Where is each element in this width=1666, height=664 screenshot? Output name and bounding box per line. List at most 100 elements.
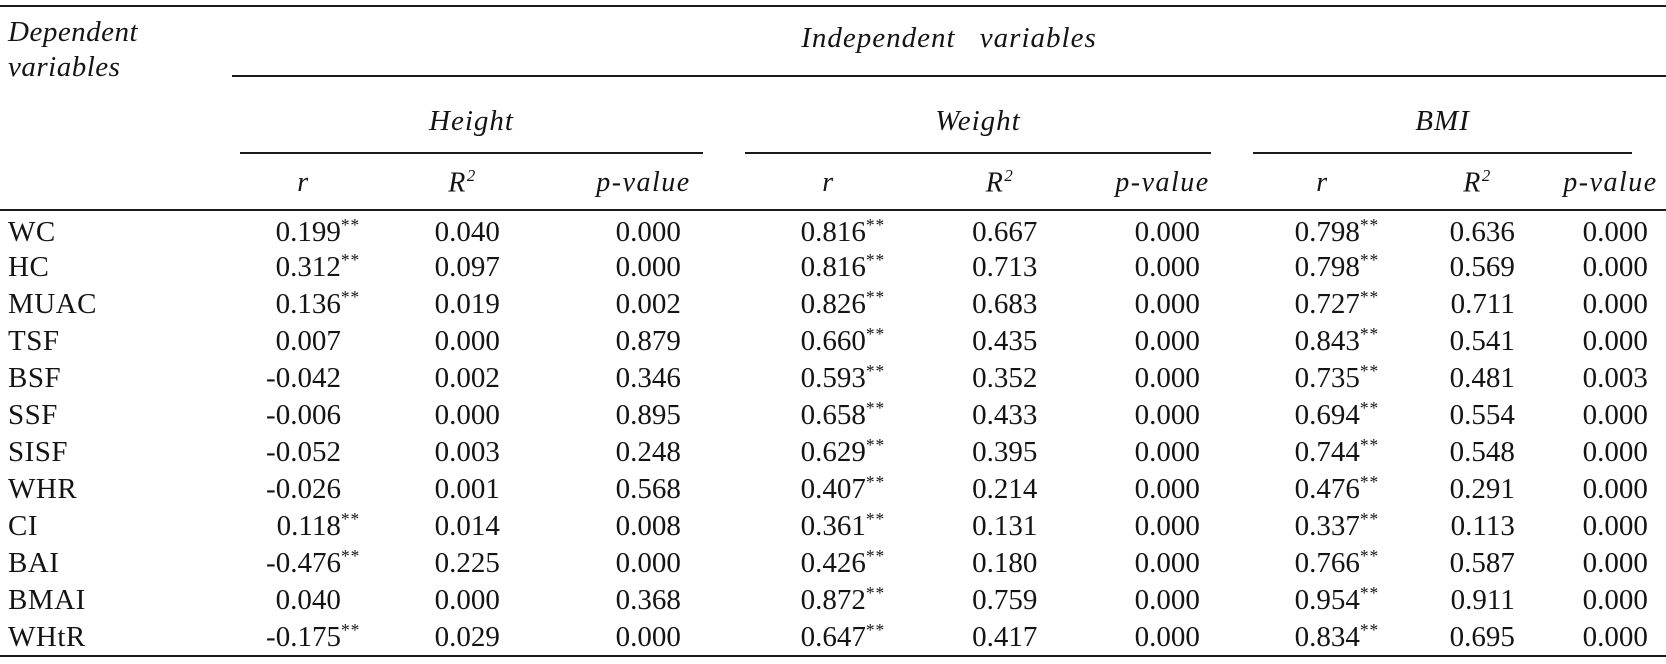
- value-cell: 0.711: [1450, 288, 1515, 320]
- value-cell: 0.872**: [800, 583, 886, 616]
- subcolumn-header-weight-r2: R2: [920, 154, 1080, 211]
- value-cell: 0.000: [1582, 620, 1648, 653]
- value-cell: 0.554: [1449, 399, 1515, 431]
- value-cell: 0.000: [1134, 399, 1200, 431]
- value-cell: 0.636: [1449, 216, 1515, 248]
- table-row-wc: WC 0.199** 0.040 0.000 0.816** 0.667 0.000 0.79…: [0, 210, 1666, 249]
- table-row-tsf: TSF 0.007 0.000 0.879 0.660** 0.435 0.000 0.843…: [0, 323, 1666, 360]
- value-cell: 0.541: [1449, 325, 1515, 357]
- value-cell: 0.816**: [800, 250, 886, 283]
- group-label: Weight: [935, 105, 1021, 137]
- value-cell: 0.000: [1134, 362, 1200, 394]
- value-cell: 0.000: [1134, 216, 1200, 248]
- row-label: WC: [8, 216, 56, 248]
- value-cell: 0.225: [434, 547, 500, 579]
- row-label: BAI: [8, 547, 60, 579]
- value-cell: 0.695: [1449, 620, 1515, 653]
- group-header-weight: Weight: [737, 76, 1245, 154]
- value-cell: 0.395: [972, 436, 1038, 468]
- value-cell: 0.113: [1450, 510, 1515, 542]
- value-cell: 0.029: [434, 620, 500, 653]
- value-cell: 0.000: [434, 399, 500, 431]
- value-cell: -0.006: [266, 399, 341, 431]
- value-cell: 0.759: [972, 584, 1038, 616]
- value-cell: 0.368: [615, 584, 681, 616]
- value-cell: 0.002: [615, 288, 681, 320]
- value-cell: 0.000: [434, 584, 500, 616]
- value-cell: 0.248: [615, 436, 681, 468]
- value-cell: 0.834**: [1294, 619, 1380, 653]
- table-row-sisf: SISF -0.052 0.003 0.248 0.629** 0.395 0.000 0.7…: [0, 434, 1666, 471]
- value-cell: 0.433: [972, 399, 1038, 431]
- value-cell: 0.548: [1449, 436, 1515, 468]
- value-cell: 0.000: [1134, 547, 1200, 579]
- value-cell: 0.352: [972, 362, 1038, 394]
- value-cell: 0.000: [434, 325, 500, 357]
- independent-variables-label: Independent variables: [801, 21, 1097, 54]
- value-cell: 0.000: [615, 620, 681, 653]
- table-row-ssf: SSF -0.006 0.000 0.895 0.658** 0.433 0.000 0.69…: [0, 397, 1666, 434]
- value-cell: 0.647**: [800, 619, 886, 653]
- row-label: BMAI: [8, 584, 86, 616]
- value-cell: 0.000: [1582, 584, 1648, 616]
- value-cell: 0.000: [1134, 251, 1200, 283]
- subcolumn-header-bmi-p-value: p-value: [1555, 154, 1666, 211]
- table-row-ci: CI 0.118** 0.014 0.008 0.361** 0.131 0.000 0.33…: [0, 508, 1666, 545]
- value-cell: 0.426**: [800, 546, 886, 579]
- row-label: WHR: [8, 473, 78, 505]
- value-cell: 0.000: [1582, 288, 1648, 320]
- value-cell: 0.000: [1582, 399, 1648, 431]
- value-cell: 0.879: [615, 325, 681, 357]
- value-cell: 0.895: [615, 399, 681, 431]
- row-label: WHtR: [8, 620, 86, 653]
- value-cell: 0.000: [615, 216, 681, 248]
- value-cell: 0.000: [1582, 251, 1648, 283]
- value-cell: 0.000: [1582, 510, 1648, 542]
- group-header-height: Height: [232, 76, 737, 154]
- row-label: TSF: [8, 325, 60, 357]
- value-cell: 0.000: [615, 547, 681, 579]
- value-cell: 0.000: [1582, 325, 1648, 357]
- value-cell: 0.097: [434, 251, 500, 283]
- value-cell: 0.683: [972, 288, 1038, 320]
- subcolumn-header-bmi-r2: R2: [1400, 154, 1555, 211]
- value-cell: -0.052: [266, 436, 341, 468]
- value-cell: 0.667: [972, 216, 1038, 248]
- value-cell: 0.407**: [800, 472, 886, 505]
- correlation-table: Dependent variables Independent variable…: [0, 5, 1666, 657]
- subcolumn-header-weight-r: r: [737, 154, 920, 211]
- group-label: Height: [429, 105, 514, 137]
- value-cell: 0.040: [275, 584, 341, 616]
- value-cell: 0.000: [615, 251, 681, 283]
- value-cell: 0.131: [972, 510, 1038, 542]
- value-cell: 0.361**: [800, 509, 886, 542]
- value-cell: 0.000: [1582, 216, 1648, 248]
- value-cell: 0.744**: [1294, 435, 1380, 468]
- table-row-bmai: BMAI 0.040 0.000 0.368 0.872** 0.759 0.000 0.95…: [0, 582, 1666, 619]
- value-cell: 0.569: [1449, 251, 1515, 283]
- value-cell: -0.042: [266, 362, 341, 394]
- value-cell: 0.136**: [275, 287, 361, 320]
- value-cell: 0.002: [434, 362, 500, 394]
- value-cell: 0.000: [1582, 436, 1648, 468]
- dependent-header-line2: variables: [8, 51, 121, 84]
- value-cell: 0.000: [1134, 510, 1200, 542]
- value-cell: 0.000: [1134, 584, 1200, 616]
- value-cell: 0.007: [275, 325, 341, 357]
- subcolumn-header-row: r R2 p-value r R2 p-value r R2 p-value: [0, 154, 1666, 211]
- value-cell: 0.337**: [1294, 509, 1380, 542]
- value-cell: -0.175**: [266, 619, 361, 653]
- value-cell: 0.629**: [800, 435, 886, 468]
- value-cell: 0.019: [434, 288, 500, 320]
- value-cell: 0.199**: [275, 215, 361, 248]
- value-cell: 0.735**: [1294, 361, 1380, 394]
- subcolumn-header-bmi-r: r: [1245, 154, 1400, 211]
- value-cell: 0.180: [972, 547, 1038, 579]
- value-cell: 0.000: [1582, 473, 1648, 505]
- dependent-variables-header: Dependent variables: [0, 6, 232, 211]
- independent-variables-header: Independent variables: [232, 6, 1666, 77]
- value-cell: 0.481: [1449, 362, 1515, 394]
- value-cell: 0.214: [972, 473, 1038, 505]
- subcolumn-header-height-r2: R2: [375, 154, 550, 211]
- value-cell: 0.816**: [800, 215, 886, 248]
